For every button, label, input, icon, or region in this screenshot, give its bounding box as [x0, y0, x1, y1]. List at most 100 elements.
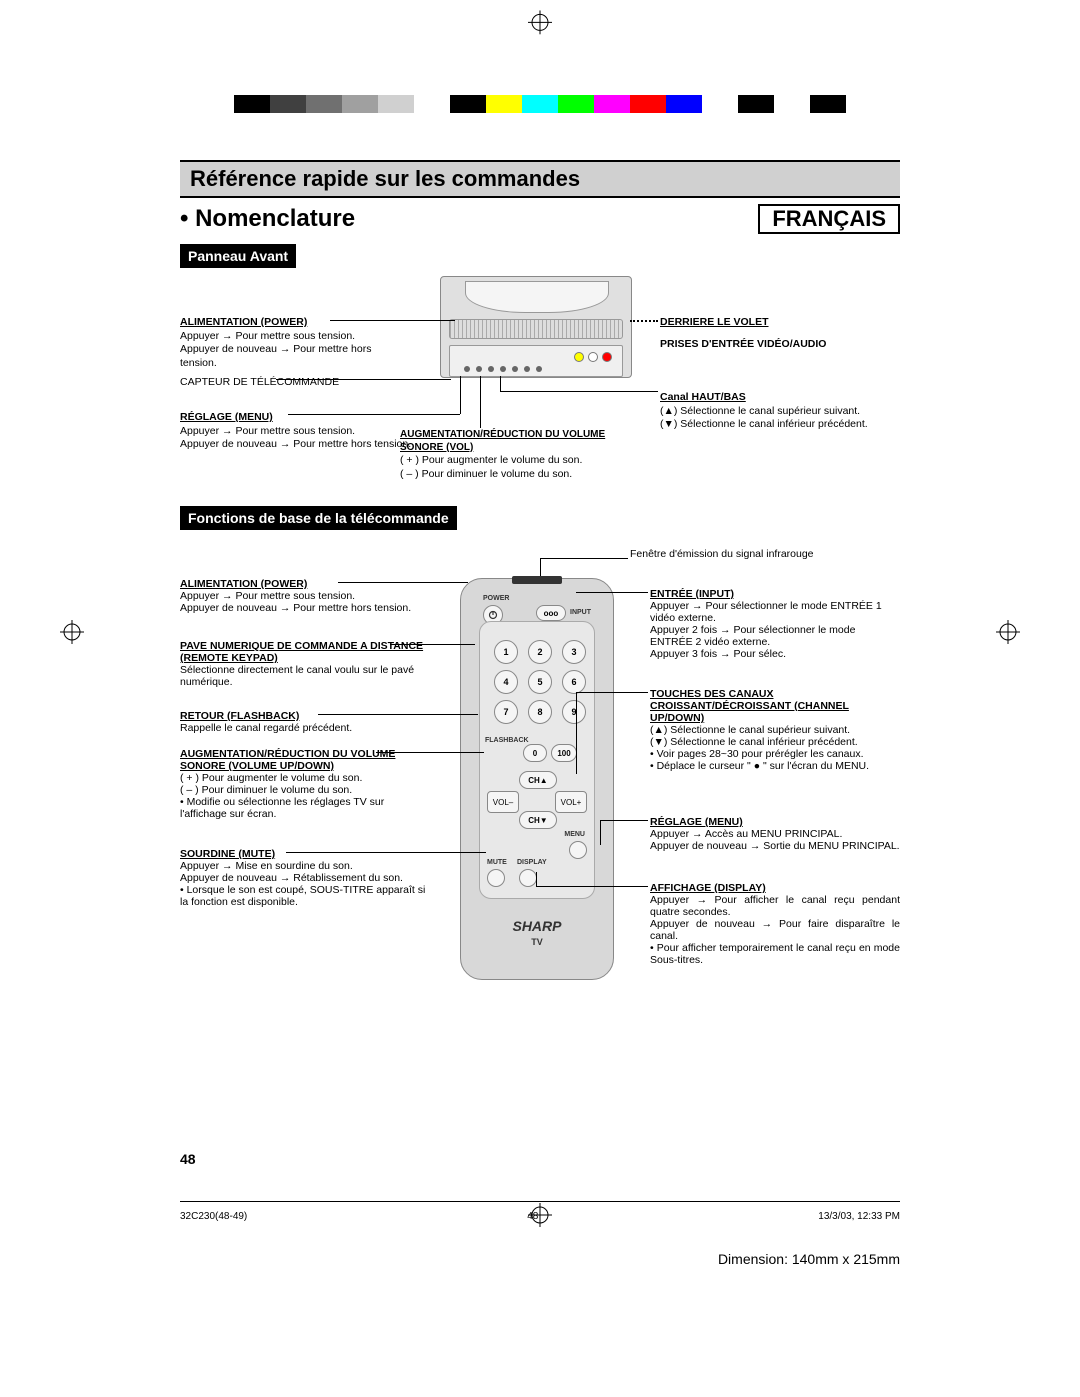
- menu-button[interactable]: [569, 841, 587, 859]
- label-title: TOUCHES DES CANAUX CROISSANT/DÉCROISSANT…: [650, 688, 900, 724]
- color-swatch: [810, 95, 846, 113]
- menu-label: MENU: [564, 831, 585, 838]
- print-color-bar: [234, 95, 846, 113]
- ir-label: Fenêtre d'émission du signal infrarouge: [630, 548, 814, 560]
- keypad-4[interactable]: 4: [494, 670, 518, 694]
- panel-header: Panneau Avant: [180, 244, 296, 268]
- label-text: Appuyer → Pour mettre sous tension. Appu…: [180, 330, 410, 371]
- power-label: POWER: [483, 595, 509, 602]
- flashback-label: FLASHBACK: [485, 737, 529, 744]
- remote-display-label: AFFICHAGE (DISPLAY) Appuyer → Pour affic…: [650, 882, 900, 966]
- keypad-9[interactable]: 9: [562, 700, 586, 724]
- label-title: ALIMENTATION (POWER): [180, 316, 410, 330]
- footer-rule: [180, 1201, 900, 1202]
- vol-minus-button[interactable]: VOL–: [487, 791, 519, 813]
- label-text: Appuyer → Pour sélectionner le mode ENTR…: [650, 600, 900, 660]
- input-button[interactable]: ooo: [536, 605, 566, 621]
- label-title: RÉGLAGE (MENU): [650, 816, 900, 828]
- input-label: INPUT: [570, 609, 591, 616]
- label-title: ALIMENTATION (POWER): [180, 578, 430, 590]
- label-title: SOURDINE (MUTE): [180, 848, 430, 860]
- ch-up-button[interactable]: CH▲: [519, 771, 557, 789]
- label-title: DERRIERE LE VOLET: [660, 316, 890, 330]
- panel-power-label: ALIMENTATION (POWER) Appuyer → Pour mett…: [180, 316, 410, 371]
- page: Référence rapide sur les commandes • Nom…: [0, 0, 1080, 1397]
- color-swatch: [630, 95, 666, 113]
- label-text: (▲) Sélectionne le canal supérieur suiva…: [650, 724, 900, 772]
- remote-vol-label: AUGMENTATION/RÉDUCTION DU VOLUME SONORE …: [180, 748, 430, 820]
- color-swatch: [234, 95, 270, 113]
- brand-sub: TV: [461, 937, 613, 947]
- keypad-6[interactable]: 6: [562, 670, 586, 694]
- label-text: Rappelle le canal regardé précédent.: [180, 722, 430, 734]
- label-text: Appuyer → Pour afficher le canal reçu pe…: [650, 894, 900, 966]
- remote-keypad-label: PAVE NUMERIQUE DE COMMANDE A DISTANCE (R…: [180, 640, 430, 688]
- panel-vol-label: AUGMENTATION/RÉDUCTION DU VOLUME SONORE …: [400, 428, 620, 481]
- label-text: Sélectionne directement le canal voulu s…: [180, 664, 430, 688]
- page-number: 48: [180, 1151, 196, 1167]
- display-label: DISPLAY: [517, 859, 547, 866]
- color-swatch: [414, 95, 450, 113]
- dimension-note: Dimension: 140mm x 215mm: [718, 1251, 900, 1267]
- color-swatch: [558, 95, 594, 113]
- color-swatch: [450, 95, 486, 113]
- color-swatch: [594, 95, 630, 113]
- label-text: (▼) Sélectionne le canal inférieur précé…: [660, 418, 890, 432]
- ch-down-button[interactable]: CH▼: [519, 811, 557, 829]
- footer-row: 32C230(48-49) 48 13/3/03, 12:33 PM: [180, 1211, 900, 1222]
- hundred-button[interactable]: 100: [551, 744, 577, 762]
- vol-plus-button[interactable]: VOL+: [555, 791, 587, 813]
- color-swatch: [486, 95, 522, 113]
- registration-mark: [996, 620, 1020, 644]
- mute-button[interactable]: [487, 869, 505, 887]
- keypad-3[interactable]: 3: [562, 640, 586, 664]
- label-text: Appuyer → Pour mettre sous tension. Appu…: [180, 590, 430, 614]
- footer-file: 32C230(48-49): [180, 1211, 247, 1222]
- footer-page: 48: [527, 1211, 538, 1222]
- panel-ch-label: Canal HAUT/BAS (▲) Sélectionne le canal …: [660, 391, 890, 432]
- remote-section: Fenêtre d'émission du signal infrarouge …: [180, 548, 900, 1008]
- keypad-1[interactable]: 1: [494, 640, 518, 664]
- registration-mark: [528, 10, 552, 34]
- zero-button[interactable]: 0: [523, 744, 547, 762]
- banner-title: Référence rapide sur les commandes: [180, 160, 900, 198]
- remote-power-label: ALIMENTATION (POWER) Appuyer → Pour mett…: [180, 578, 430, 614]
- keypad-8[interactable]: 8: [528, 700, 552, 724]
- color-swatch: [666, 95, 702, 113]
- label-text: Appuyer → Mise en sourdine du son. Appuy…: [180, 860, 430, 908]
- display-button[interactable]: [519, 869, 537, 887]
- remote-menu-label: RÉGLAGE (MENU) Appuyer → Accès au MENU P…: [650, 816, 900, 852]
- color-swatch: [306, 95, 342, 113]
- color-swatch: [774, 95, 810, 113]
- keypad-2[interactable]: 2: [528, 640, 552, 664]
- label-title: AUGMENTATION/RÉDUCTION DU VOLUME SONORE …: [400, 428, 620, 454]
- label-title: PRISES D'ENTRÉE VIDÉO/AUDIO: [660, 338, 890, 352]
- label-text: Fenêtre d'émission du signal infrarouge: [630, 548, 814, 560]
- brand-logo: SHARP: [461, 918, 613, 934]
- language-badge: FRANÇAIS: [758, 204, 900, 234]
- tv-illustration: [440, 276, 640, 378]
- registration-mark: [60, 620, 84, 644]
- panel-section: ALIMENTATION (POWER) Appuyer → Pour mett…: [180, 276, 900, 506]
- mute-label: MUTE: [487, 859, 507, 866]
- label-title: RETOUR (FLASHBACK): [180, 710, 430, 722]
- color-swatch: [702, 95, 738, 113]
- panel-behind-label: DERRIERE LE VOLET PRISES D'ENTRÉE VIDÉO/…: [660, 316, 890, 351]
- subtitle-row: • Nomenclature FRANÇAIS: [180, 204, 900, 234]
- keypad-7[interactable]: 7: [494, 700, 518, 724]
- color-swatch: [342, 95, 378, 113]
- remote-ch-label: TOUCHES DES CANAUX CROISSANT/DÉCROISSANT…: [650, 688, 900, 772]
- color-swatch: [738, 95, 774, 113]
- label-text: (▲) Sélectionne le canal supérieur suiva…: [660, 405, 890, 419]
- content-area: Référence rapide sur les commandes • Nom…: [180, 160, 900, 1008]
- keypad-5[interactable]: 5: [528, 670, 552, 694]
- remote-header: Fonctions de base de la télécommande: [180, 506, 457, 530]
- label-title: Canal HAUT/BAS: [660, 391, 890, 405]
- label-text: ( + ) Pour augmenter le volume du son. (…: [400, 454, 620, 481]
- color-swatch: [522, 95, 558, 113]
- remote-illustration: POWER INPUT ooo 123 456 789 FLASHBACK 0 10…: [460, 578, 612, 978]
- label-text: Appuyer → Accès au MENU PRINCIPAL. Appuy…: [650, 828, 900, 852]
- label-text: ( + ) Pour augmenter le volume du son. (…: [180, 772, 430, 820]
- color-swatch: [270, 95, 306, 113]
- remote-mute-label: SOURDINE (MUTE) Appuyer → Mise en sourdi…: [180, 848, 430, 908]
